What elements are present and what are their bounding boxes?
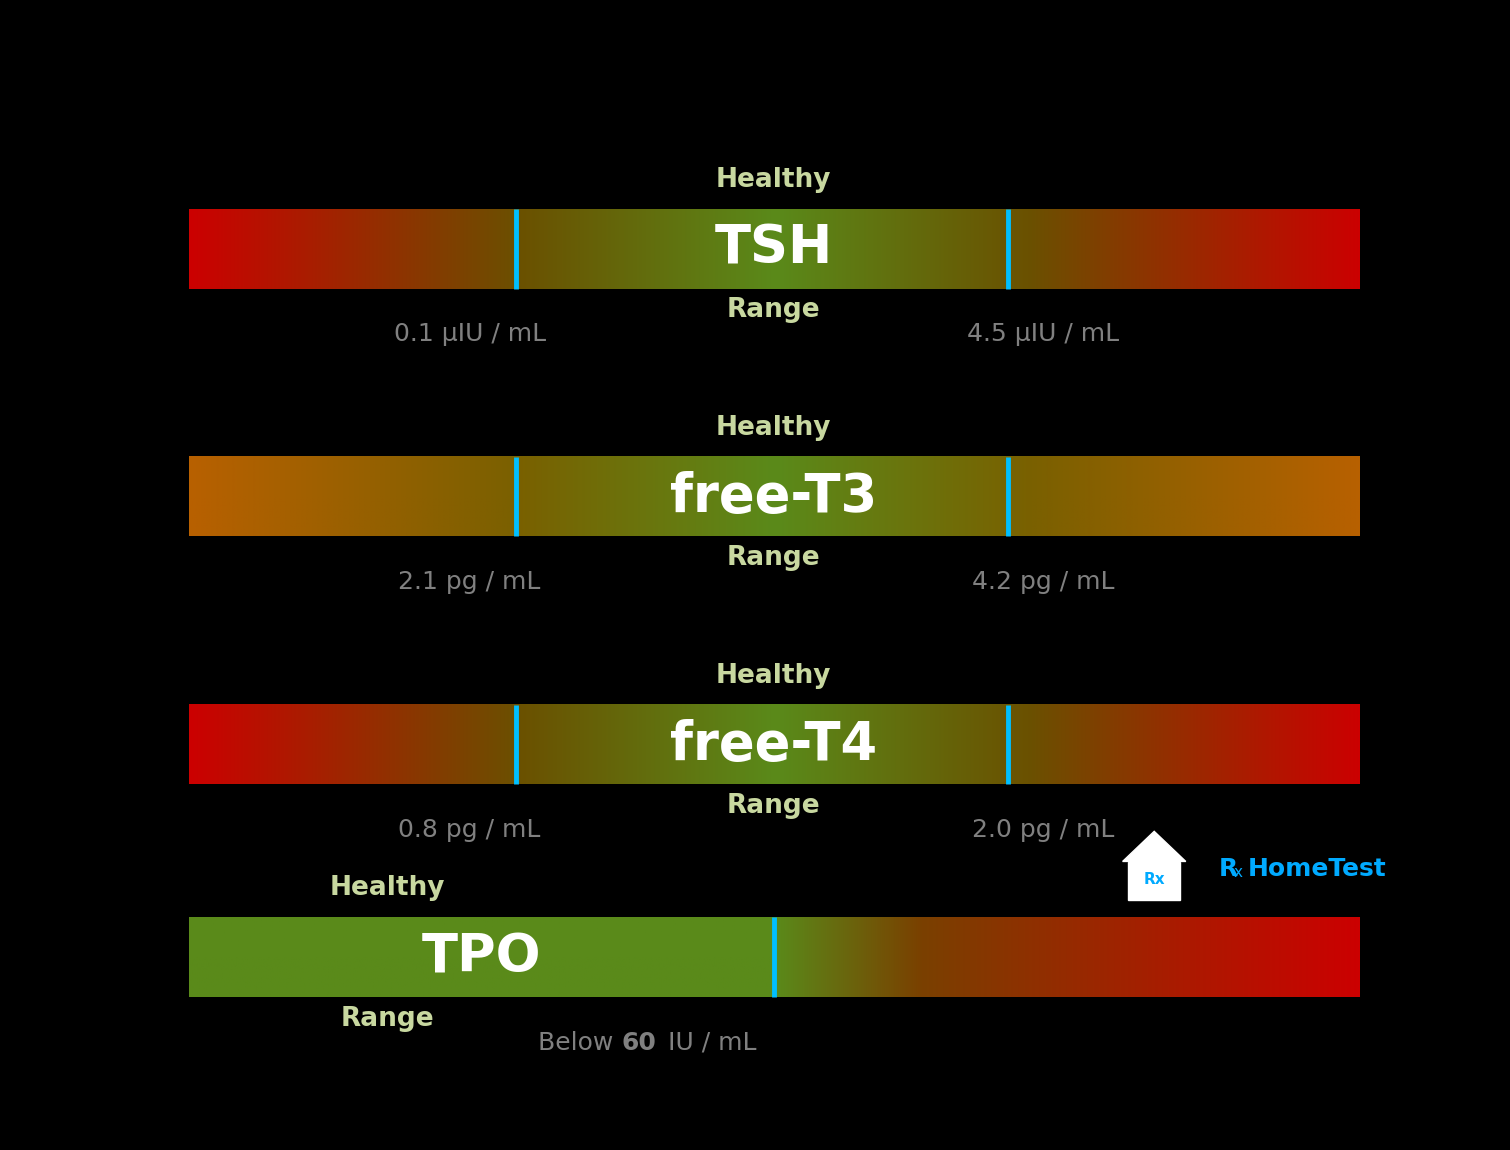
Text: TPO: TPO xyxy=(421,932,541,983)
Text: 0.8 pg / mL: 0.8 pg / mL xyxy=(399,818,541,842)
Text: Healthy: Healthy xyxy=(331,875,445,902)
Text: TSH: TSH xyxy=(714,223,834,275)
Text: IU / mL: IU / mL xyxy=(660,1030,757,1055)
Text: Rx: Rx xyxy=(1143,872,1166,887)
Text: Below: Below xyxy=(539,1030,622,1055)
Text: x: x xyxy=(1234,866,1243,881)
Text: free-T3: free-T3 xyxy=(670,470,877,522)
Text: Healthy: Healthy xyxy=(716,167,832,193)
Text: Range: Range xyxy=(726,793,821,819)
FancyBboxPatch shape xyxy=(1128,862,1179,899)
Text: 2.1 pg / mL: 2.1 pg / mL xyxy=(399,570,541,595)
Text: 0.1 μIU / mL: 0.1 μIU / mL xyxy=(394,322,545,346)
Text: HomeTest: HomeTest xyxy=(1247,857,1386,881)
Text: Range: Range xyxy=(726,298,821,323)
Text: R: R xyxy=(1219,857,1238,881)
Polygon shape xyxy=(1122,831,1185,861)
Text: 2.0 pg / mL: 2.0 pg / mL xyxy=(972,818,1114,842)
Text: Range: Range xyxy=(341,1006,435,1032)
Text: free-T4: free-T4 xyxy=(670,719,877,770)
Text: Healthy: Healthy xyxy=(716,662,832,689)
Text: 4.2 pg / mL: 4.2 pg / mL xyxy=(972,570,1114,595)
Text: Healthy: Healthy xyxy=(716,415,832,440)
Text: 60: 60 xyxy=(622,1030,657,1055)
Text: Range: Range xyxy=(726,545,821,572)
Text: 4.5 μIU / mL: 4.5 μIU / mL xyxy=(966,322,1119,346)
